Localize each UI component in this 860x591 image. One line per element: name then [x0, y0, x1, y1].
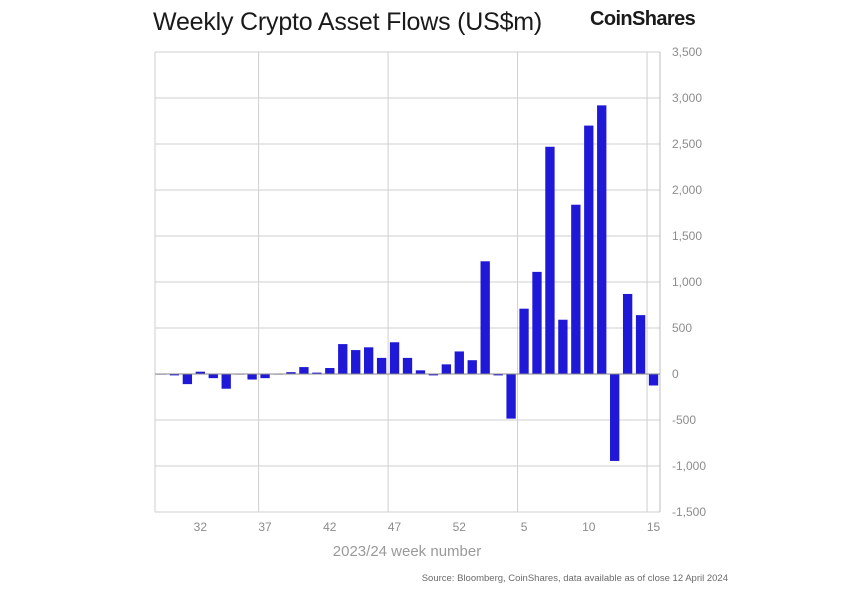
y-tick-label: 500 — [672, 321, 692, 335]
x-tick-label: 10 — [582, 520, 596, 534]
bar-week-7 — [545, 146, 555, 374]
bar-week-6 — [532, 271, 542, 374]
bar-week-8 — [558, 319, 568, 374]
y-tick-label: 2,500 — [672, 137, 702, 151]
bar-week-43 — [338, 344, 348, 374]
bar-week-14 — [635, 315, 646, 374]
bar-week-13 — [622, 293, 633, 374]
coinshares-logo: CoinShares — [590, 8, 696, 30]
y-tick-label: 1,500 — [672, 229, 702, 243]
y-tick-label: -1,500 — [672, 505, 706, 519]
source-note: Source: Bloomberg, CoinShares, data avai… — [421, 573, 728, 584]
bar-week-47 — [389, 342, 400, 374]
bar-week-9 — [571, 204, 581, 374]
x-tick-label: 37 — [258, 520, 272, 534]
bar-week-41 — [312, 372, 322, 374]
y-tick-label: 3,500 — [672, 45, 702, 59]
y-tick-label: -500 — [672, 413, 696, 427]
bar-week-50 — [428, 374, 439, 376]
bar-week-46 — [376, 357, 387, 374]
bars — [156, 105, 659, 461]
bar-week-1 — [467, 360, 477, 374]
bar-week-44 — [351, 350, 361, 374]
bar-week-33 — [208, 374, 218, 379]
bar-week-42 — [325, 368, 335, 374]
bar-week-4 — [506, 374, 516, 419]
chart-title: Weekly Crypto Asset Flows (US$m) — [153, 8, 543, 36]
bar-week-52 — [454, 351, 464, 374]
bar-week-36 — [247, 374, 257, 380]
bar-week-48 — [402, 357, 413, 374]
bar-week-31 — [182, 374, 193, 385]
bar-week-5 — [519, 308, 529, 374]
y-axis-tick-labels: 3,500 3,000 2,500 2,000 1,500 1,000 500 0 -500 -1… — [672, 45, 706, 519]
bar-week-30 — [169, 374, 180, 376]
x-tick-label: 15 — [647, 520, 661, 534]
bar-week-45 — [363, 347, 374, 374]
bar-week-37 — [260, 374, 270, 379]
y-tick-label: 0 — [672, 367, 679, 381]
y-tick-label: 1,000 — [672, 275, 702, 289]
bar-week-39 — [286, 372, 296, 374]
bar-week-49 — [415, 370, 426, 374]
bar-week-12 — [610, 374, 620, 461]
x-tick-label: 42 — [323, 520, 337, 534]
bar-week-40 — [299, 367, 309, 374]
gridlines — [154, 51, 661, 513]
bar-week-32 — [195, 371, 205, 374]
bar-week-2 — [480, 261, 490, 374]
x-axis-tick-labels: 32 37 42 47 52 5 10 15 — [194, 520, 661, 534]
y-tick-label: -1,000 — [672, 459, 706, 473]
bar-week-11 — [597, 105, 607, 375]
x-tick-label: 32 — [194, 520, 208, 534]
x-axis-title: 2023/24 week number — [333, 543, 481, 560]
x-tick-label: 5 — [521, 520, 528, 534]
y-tick-label: 2,000 — [672, 183, 702, 197]
y-tick-label: 3,000 — [672, 91, 702, 105]
bar-week-15 — [648, 374, 659, 386]
bar-week-34 — [221, 374, 231, 389]
bar-week-3 — [493, 374, 503, 376]
bar-week-51 — [441, 364, 452, 374]
x-tick-label: 47 — [388, 520, 402, 534]
x-tick-label: 52 — [453, 520, 467, 534]
bar-week-10 — [584, 125, 594, 374]
